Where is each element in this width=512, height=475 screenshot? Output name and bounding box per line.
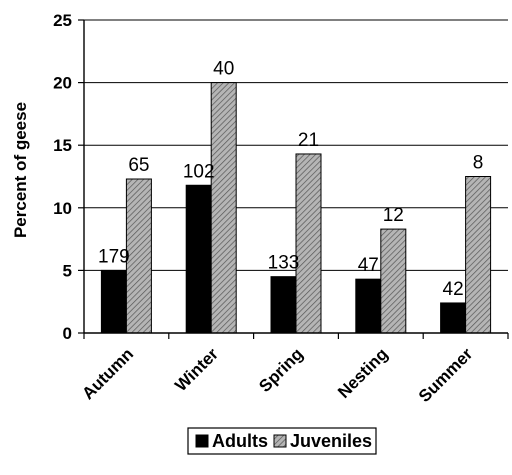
bar-juveniles-nesting [380, 228, 407, 334]
data-label: 42 [443, 279, 464, 300]
data-label: 12 [383, 205, 404, 226]
data-label: 65 [128, 155, 149, 176]
data-label: 102 [183, 161, 215, 182]
gridlines [84, 19, 508, 271]
y-tick-label: 25 [53, 11, 72, 30]
data-label: 40 [213, 59, 234, 80]
bar-adults-nesting [355, 278, 382, 334]
data-label: 133 [268, 253, 300, 274]
data-label: 179 [98, 246, 130, 267]
x-tick-label: Nesting [334, 344, 392, 402]
bar-adults-winter [185, 184, 212, 334]
legend: Adults Juveniles [187, 427, 377, 455]
y-tick-label: 20 [53, 74, 72, 93]
bar-juveniles-winter [210, 82, 237, 334]
y-tick-label: 10 [53, 199, 72, 218]
x-tick-label: Autumn [78, 344, 137, 403]
legend-label-adults: Adults [212, 431, 268, 451]
x-tick-label: Summer [415, 344, 477, 406]
bar-juveniles-autumn [125, 178, 152, 334]
x-tick-label: Spring [255, 344, 307, 396]
bar-juveniles-summer [465, 176, 492, 334]
y-tick-label: 0 [63, 324, 72, 343]
bar-adults-autumn [100, 269, 127, 334]
data-label: 8 [473, 153, 484, 174]
y-axis-title: Percent of geese [11, 102, 30, 238]
legend-swatch-juveniles [273, 434, 287, 448]
bars [100, 82, 492, 334]
bar-adults-spring [270, 276, 297, 334]
bar-adults-summer [440, 302, 467, 334]
y-tick-label: 5 [63, 261, 72, 280]
legend-swatch-adults [195, 434, 209, 448]
x-tick-label: Winter [171, 344, 222, 395]
data-labels: 179 65 102 40 133 21 47 12 42 8 [98, 59, 483, 300]
data-label: 47 [358, 255, 379, 276]
data-label: 21 [298, 130, 319, 151]
legend-label-juveniles: Juveniles [290, 431, 372, 451]
y-tick-label: 15 [53, 136, 72, 155]
axes: 0 5 10 15 20 25 Autumn Winter Spring Nesting Summe… [53, 11, 509, 406]
bar-juveniles-spring [295, 153, 322, 334]
